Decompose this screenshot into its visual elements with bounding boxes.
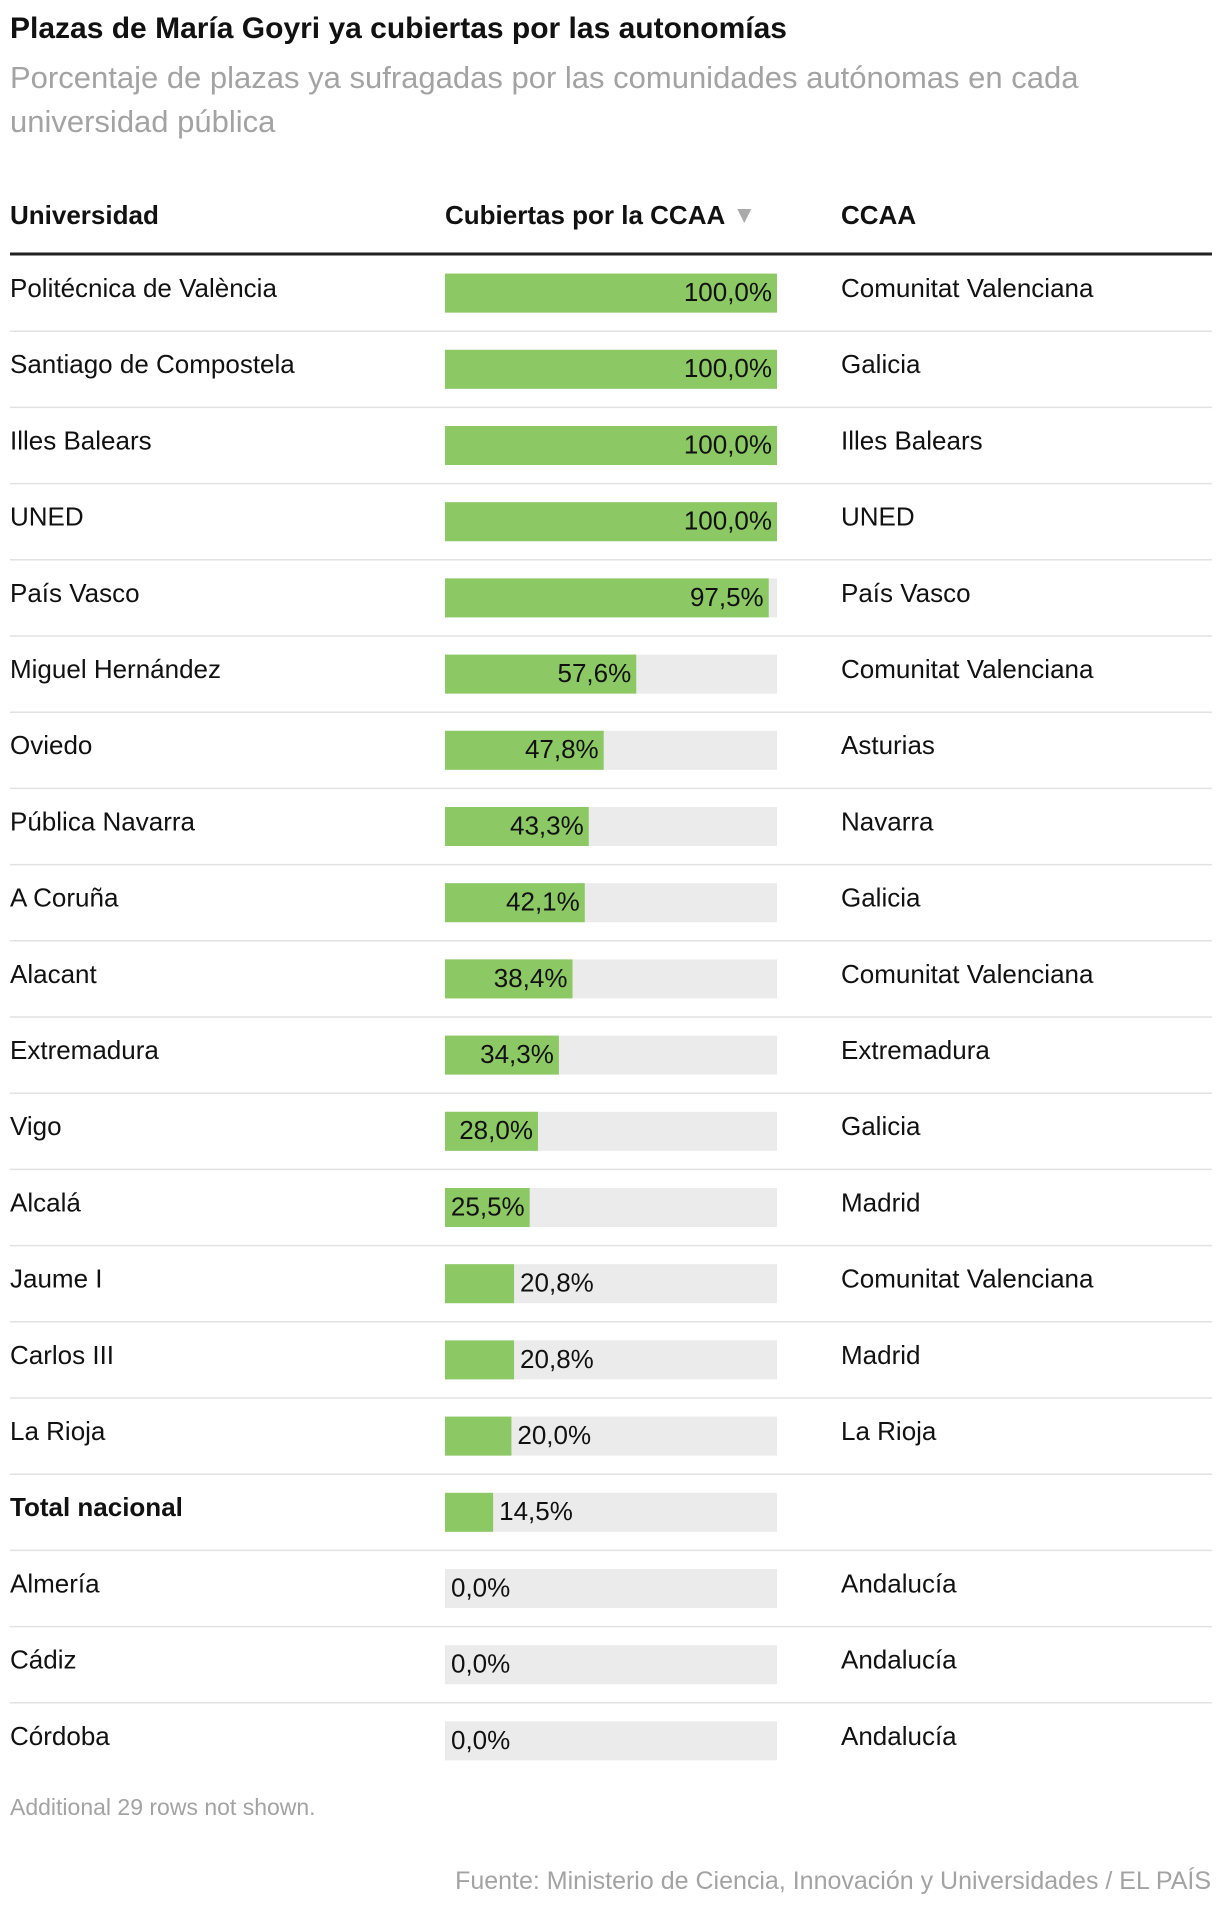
- ccaa: Galicia: [841, 1111, 921, 1141]
- value-label: 0,0%: [451, 1725, 510, 1755]
- value-label: 20,0%: [517, 1420, 591, 1450]
- university: Alcalá: [10, 1187, 81, 1217]
- table: Universidad Cubiertas por la CCAA CCAA P…: [10, 200, 1212, 1761]
- subtitle: Porcentaje de plazas ya sufragadas por l…: [10, 60, 1079, 139]
- value-label: 25,5%: [451, 1191, 525, 1221]
- university: Oviedo: [10, 730, 92, 760]
- bar: [445, 1188, 530, 1227]
- ccaa: Andalucía: [841, 1645, 957, 1675]
- ccaa: País Vasco: [841, 578, 971, 608]
- bar-track: [445, 1569, 777, 1608]
- value-label: 57,6%: [557, 658, 631, 688]
- bar: [445, 654, 637, 694]
- university: Córdoba: [10, 1721, 110, 1751]
- value-label: 43,3%: [510, 810, 584, 840]
- value-label: 28,0%: [459, 1115, 533, 1145]
- university: Almería: [10, 1568, 100, 1598]
- value-label: 20,8%: [520, 1344, 594, 1374]
- university: UNED: [10, 502, 84, 532]
- bar-track: [445, 1721, 777, 1761]
- value-label: 20,8%: [520, 1268, 594, 1298]
- university: Politécnica de València: [10, 273, 277, 303]
- ccaa: Galicia: [841, 349, 921, 379]
- ccaa: Madrid: [841, 1187, 920, 1217]
- column-header: Universidad: [10, 200, 159, 230]
- bar: [445, 426, 777, 465]
- bar: [445, 578, 769, 618]
- bar: [445, 1340, 515, 1380]
- value-label: 100,0%: [684, 429, 772, 459]
- university: Carlos III: [10, 1340, 114, 1370]
- bar: [445, 1035, 559, 1075]
- ccaa: Comunitat Valenciana: [841, 959, 1094, 989]
- ccaa: Galicia: [841, 883, 921, 913]
- value-label: 47,8%: [525, 734, 599, 764]
- value-label: 0,0%: [451, 1572, 510, 1602]
- source: Fuente: Ministerio de Ciencia, Innovació…: [455, 1867, 1211, 1895]
- column-header: CCAA: [841, 200, 916, 230]
- ccaa: Navarra: [841, 806, 934, 836]
- bar: [445, 1492, 494, 1532]
- bar: [445, 1111, 538, 1151]
- university: Santiago de Compostela: [10, 349, 295, 379]
- bar: [445, 1264, 515, 1304]
- bar: [445, 502, 777, 542]
- bar: [445, 883, 585, 923]
- ccaa: Comunitat Valenciana: [841, 273, 1094, 303]
- bar-track: [445, 1645, 777, 1685]
- value-label: 100,0%: [684, 506, 772, 536]
- bar: [445, 959, 573, 999]
- ccaa: Comunitat Valenciana: [841, 654, 1094, 684]
- column-header: Cubiertas por la CCAA: [445, 200, 725, 230]
- value-label: 100,0%: [684, 277, 772, 307]
- bar-track: [445, 1492, 777, 1532]
- value-label: 38,4%: [494, 963, 568, 993]
- ccaa: Andalucía: [841, 1568, 957, 1598]
- university: Illes Balears: [10, 425, 152, 455]
- ccaa: Illes Balears: [841, 425, 983, 455]
- sort-indicator[interactable]: [737, 209, 752, 223]
- ccaa: La Rioja: [841, 1416, 937, 1446]
- university: A Coruña: [10, 883, 119, 913]
- value-label: 14,5%: [499, 1496, 573, 1526]
- bar: [445, 807, 589, 846]
- university: Jaume I: [10, 1264, 103, 1294]
- university: Cádiz: [10, 1645, 76, 1675]
- university: La Rioja: [10, 1416, 106, 1446]
- ccaa: UNED: [841, 502, 915, 532]
- value-label: 0,0%: [451, 1649, 510, 1679]
- university: Pública Navarra: [10, 806, 196, 836]
- ccaa: Extremadura: [841, 1035, 990, 1065]
- note: Additional 29 rows not shown.: [10, 1794, 316, 1820]
- university: Alacant: [10, 959, 97, 989]
- university: País Vasco: [10, 578, 140, 608]
- bar: [445, 349, 777, 389]
- bar: [445, 273, 777, 313]
- value-label: 100,0%: [684, 353, 772, 383]
- value-label: 97,5%: [690, 582, 764, 612]
- ccaa: Comunitat Valenciana: [841, 1264, 1094, 1294]
- bar: [445, 1416, 512, 1456]
- university: Miguel Hernández: [10, 654, 221, 684]
- title: Plazas de María Goyri ya cubiertas por l…: [10, 12, 787, 45]
- bar: [445, 730, 604, 770]
- value-label: 42,1%: [506, 887, 580, 917]
- university: Extremadura: [10, 1035, 159, 1065]
- university: Vigo: [10, 1111, 62, 1141]
- university: Total nacional: [10, 1492, 183, 1522]
- ccaa: Andalucía: [841, 1721, 957, 1751]
- ccaa: Madrid: [841, 1340, 920, 1370]
- value-label: 34,3%: [480, 1039, 554, 1069]
- ccaa: Asturias: [841, 730, 935, 760]
